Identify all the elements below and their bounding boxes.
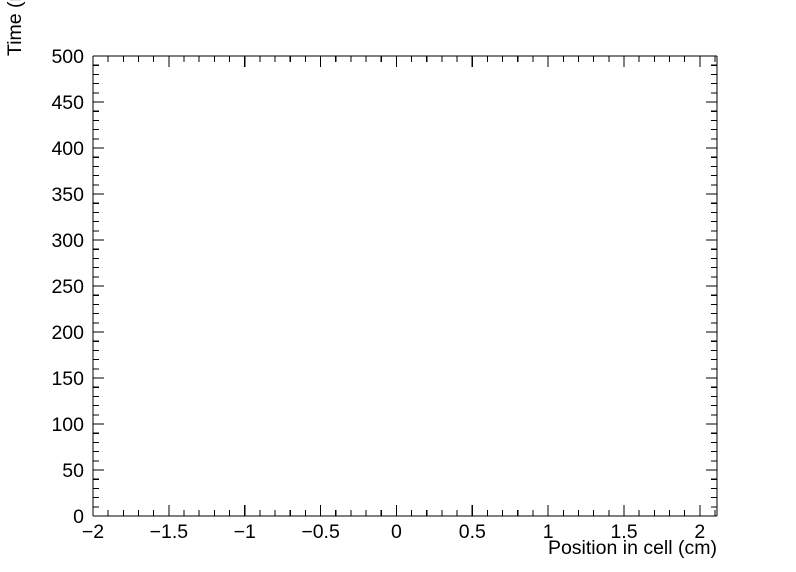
plot-frame [92,55,718,517]
x-tick-label: 2 [694,521,705,543]
y-tick-label: 50 [62,460,84,482]
x-tick-label: −1.5 [150,521,189,543]
y-tick-label: 150 [51,368,84,390]
x-tick-label: 0 [391,521,402,543]
y-axis-title: Time (ns) [4,0,26,56]
y-tick-label: 300 [51,230,84,252]
y-tick-label: 350 [51,184,84,206]
x-tick-label: 1.5 [610,521,637,543]
y-axis-tick-labels: 0 50 100 150 200 250 300 350 400 450 500 [51,46,84,528]
y-tick-label: 450 [51,92,84,114]
x-axis-tick-labels: −2 −1.5 −1 −0.5 0 0.5 1 1.5 2 [82,521,705,543]
x-axis-minor-ticks [107,56,716,516]
y-tick-label: 100 [51,414,84,436]
y-tick-label: 200 [51,322,84,344]
y-axis-minor-ticks [93,64,717,508]
x-tick-label: 1 [543,521,554,543]
y-tick-label: 500 [51,46,84,68]
x-tick-label: −0.5 [301,521,340,543]
x-tick-label: −2 [82,521,104,543]
y-tick-label: 250 [51,276,84,298]
x-axis-title: Position in cell (cm) [548,537,717,559]
y-tick-label: 400 [51,138,84,160]
x-tick-label: −1 [234,521,256,543]
x-tick-label: 0.5 [459,521,486,543]
y-tick-label: 0 [73,506,84,528]
